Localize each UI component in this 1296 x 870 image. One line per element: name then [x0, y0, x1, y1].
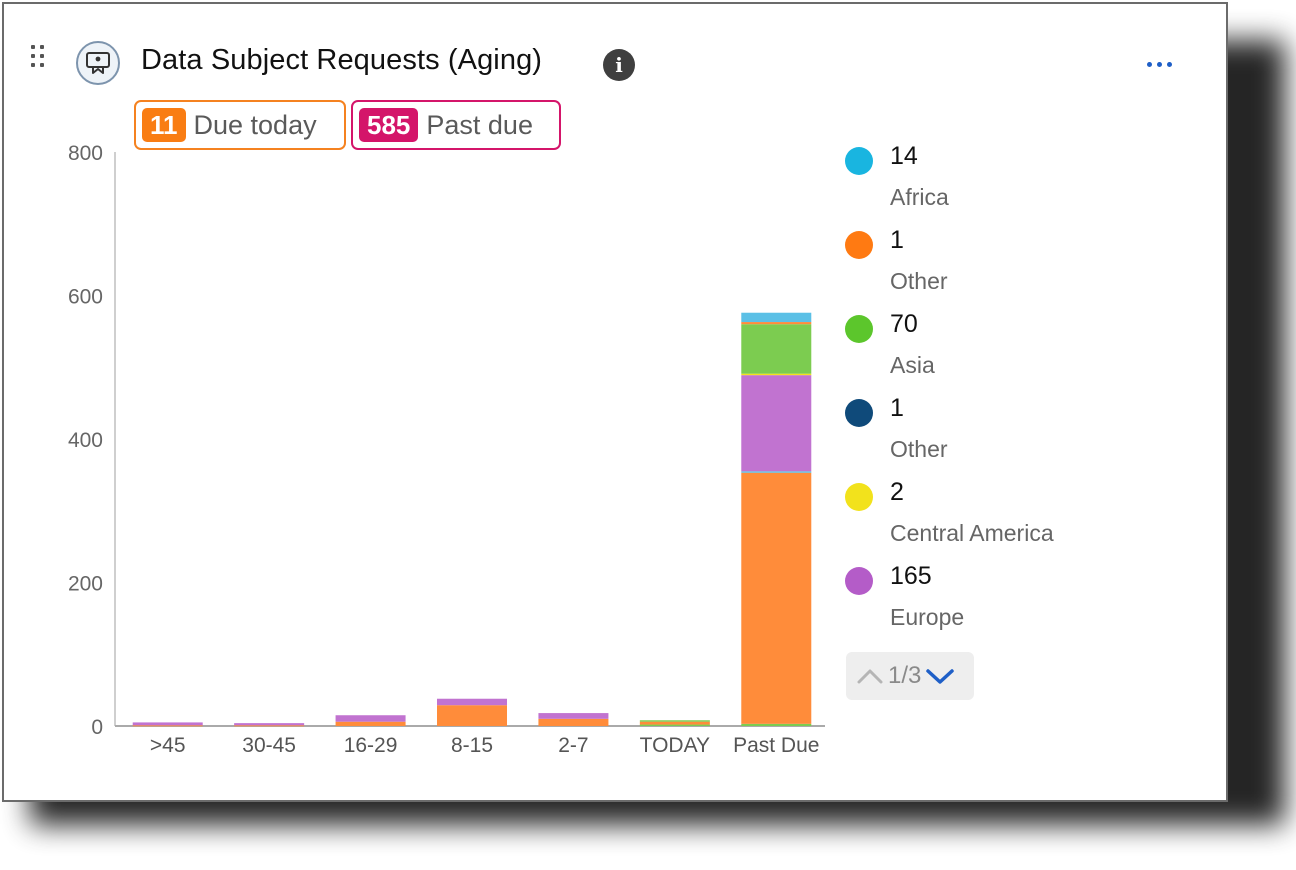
bar-segment — [132, 722, 203, 726]
bar-segment — [437, 698, 507, 706]
legend-name: Other — [890, 436, 948, 462]
bar-segment — [639, 720, 710, 722]
bar-segment — [741, 322, 812, 325]
legend-name: Other — [890, 268, 948, 294]
chevron-down-icon[interactable] — [925, 666, 955, 686]
y-tick-label: 200 — [68, 573, 103, 596]
x-tick-label: 30-45 — [242, 734, 296, 757]
x-tick-label: >45 — [150, 734, 186, 757]
bar-segment — [741, 471, 812, 473]
x-tick-label: Past Due — [733, 734, 819, 757]
bar-segment — [538, 718, 609, 726]
more-options-button[interactable] — [1147, 56, 1187, 72]
legend-dot-other — [845, 231, 873, 259]
legend-dot-asia — [845, 315, 873, 343]
x-tick-label: 2-7 — [558, 734, 588, 757]
drag-handle-icon[interactable] — [31, 45, 45, 67]
bar-segment — [437, 705, 507, 726]
legend-value: 1 — [890, 226, 904, 254]
more-dot-icon — [1157, 61, 1162, 67]
past-due-label: Past due — [426, 109, 533, 140]
y-tick-label: 0 — [91, 716, 103, 739]
x-tick-label: 8-15 — [451, 734, 493, 757]
widget-card — [2, 2, 1228, 802]
x-tick-label: TODAY — [640, 734, 710, 757]
bar-segment — [741, 472, 812, 724]
legend-name: Asia — [890, 352, 935, 378]
request-screen-icon — [76, 41, 120, 85]
info-icon[interactable]: i — [603, 49, 635, 81]
chevron-up-icon[interactable] — [856, 666, 884, 686]
legend-name: Central America — [890, 520, 1054, 546]
bar-segment — [335, 715, 406, 722]
bar-segment — [741, 324, 812, 374]
legend-value: 1 — [890, 394, 904, 422]
y-tick-label: 600 — [68, 286, 103, 309]
bar-segment — [335, 721, 406, 726]
bar-segment — [741, 373, 812, 376]
due-today-badge[interactable]: 11 Due today — [134, 100, 346, 150]
past-due-count: 585 — [359, 108, 419, 142]
past-due-badge[interactable]: 585 Past due — [351, 100, 561, 150]
legend-dot-europe — [845, 567, 873, 595]
y-tick-label: 800 — [68, 142, 103, 165]
pager-text: 1/3 — [888, 662, 922, 689]
legend-value: 2 — [890, 478, 904, 506]
bar-segment — [741, 312, 812, 323]
bar-segment — [741, 375, 812, 472]
bar-segment — [234, 725, 305, 727]
bar-segment — [639, 721, 710, 725]
legend-name: Africa — [890, 184, 949, 210]
bar-segment — [234, 723, 305, 726]
legend-value: 14 — [890, 142, 918, 170]
due-today-count: 11 — [142, 108, 186, 142]
legend-value: 70 — [890, 310, 918, 338]
legend-dot-other-2 — [845, 399, 873, 427]
aging-bar-chart: 0 200 400 600 800 >45 30-45 16-29 8-15 2-7 TODAY Pa… — [68, 142, 825, 757]
more-dot-icon — [1147, 61, 1152, 67]
bar-segment — [741, 723, 812, 726]
y-tick-label: 400 — [68, 429, 103, 452]
due-today-label: Due today — [193, 109, 317, 140]
bar-segment — [132, 725, 203, 727]
legend-name: Europe — [890, 604, 965, 630]
more-dot-icon — [1167, 61, 1172, 67]
widget-title: Data Subject Requests (Aging) — [141, 44, 543, 76]
legend-dot-central-america — [845, 483, 873, 511]
bar-segment — [538, 713, 609, 719]
legend-value: 165 — [890, 562, 932, 590]
legend-pager: 1/3 — [846, 652, 974, 700]
legend-dot-africa — [845, 147, 873, 175]
bar-segment — [639, 724, 710, 726]
x-tick-label: 16-29 — [344, 734, 398, 757]
